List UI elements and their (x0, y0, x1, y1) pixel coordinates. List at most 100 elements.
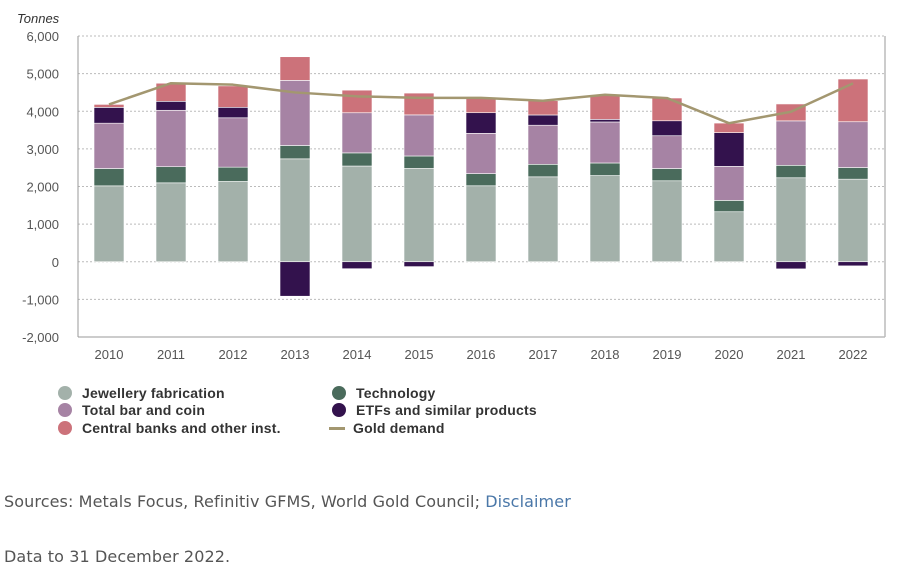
bar-segment-total-bar-and-coin (341, 112, 373, 154)
bar-segment-total-bar-and-coin (217, 117, 249, 168)
bar-stack-2021 (775, 103, 807, 270)
bar-segment-jewellery-fabrication (651, 180, 683, 263)
bar-segment-etfs-and-similar-products (155, 101, 187, 111)
bar-segment-central-banks-and-other-inst (341, 89, 373, 114)
y-tick-label: -2,000 (22, 330, 59, 345)
bar-segment-jewellery-fabrication (341, 165, 373, 263)
bar-segment-technology (713, 200, 745, 213)
legend-marker-central-banks-icon (58, 421, 72, 435)
bar-segment-technology (527, 164, 559, 178)
y-tick-label: 6,000 (26, 29, 59, 44)
bar-stack-2015 (403, 92, 435, 267)
bar-stack-2017 (527, 100, 559, 263)
gold-demand-chart: Tonnes 6,000 5,000 4,000 3,000 2,000 1,000 0 -1… (17, 11, 886, 362)
x-tick-label: 2020 (715, 347, 744, 362)
legend-item-gold-demand[interactable]: Gold demand (329, 419, 445, 437)
y-tick-label: 0 (52, 255, 59, 270)
legend-item-central-banks[interactable]: Central banks and other inst. (58, 419, 281, 437)
bar-segment-technology (155, 166, 187, 184)
disclaimer-link[interactable]: Disclaimer (485, 492, 571, 511)
bar-segment-jewellery-fabrication (155, 182, 187, 263)
legend-label-gold-demand: Gold demand (353, 420, 445, 436)
x-tick-label: 2013 (281, 347, 310, 362)
bar-segment-technology (589, 162, 621, 176)
bar-segment-total-bar-and-coin (589, 121, 621, 164)
bar-segment-total-bar-and-coin (93, 122, 125, 169)
y-axis-unit-label: Tonnes (17, 11, 60, 26)
x-axis-ticks: 2010 2011 2012 2013 2014 2015 2016 2017 2018 2019… (95, 347, 868, 362)
bar-segment-etfs-and-similar-products (589, 119, 621, 123)
legend-label-technology: Technology (356, 385, 436, 401)
bar-segment-jewellery-fabrication (279, 158, 311, 263)
legend-label-central-banks: Central banks and other inst. (82, 420, 281, 436)
bar-segment-total-bar-and-coin (155, 109, 187, 168)
bar-segment-technology (403, 155, 435, 169)
bar-segment-technology (93, 168, 125, 187)
bar-segment-technology (217, 166, 249, 182)
x-tick-label: 2015 (405, 347, 434, 362)
x-tick-label: 2019 (653, 347, 682, 362)
bar-stack-2020 (713, 122, 745, 263)
bar-segment-total-bar-and-coin (837, 121, 869, 168)
bar-segment-jewellery-fabrication (775, 177, 807, 263)
legend-item-bar-and-coin[interactable]: Total bar and coin (58, 401, 205, 419)
bar-segment-total-bar-and-coin (527, 124, 559, 165)
bar-segment-total-bar-and-coin (403, 114, 435, 157)
bar-segment-etfs-and-similar-products (465, 112, 497, 134)
x-tick-label: 2010 (95, 347, 124, 362)
bar-segment-etfs-and-similar-products (403, 261, 435, 267)
x-tick-label: 2021 (777, 347, 806, 362)
bar-segment-central-banks-and-other-inst (279, 56, 311, 81)
bar-segment-central-banks-and-other-inst (837, 78, 869, 123)
y-tick-label: 1,000 (26, 217, 59, 232)
legend-label-etfs: ETFs and similar products (356, 402, 537, 418)
bar-segment-etfs-and-similar-products (93, 107, 125, 124)
bar-segment-jewellery-fabrication (93, 185, 125, 263)
x-tick-label: 2011 (157, 347, 185, 362)
bar-segment-jewellery-fabrication (589, 175, 621, 263)
bar-segment-central-banks-and-other-inst (465, 97, 497, 114)
legend-marker-technology-icon (332, 386, 346, 400)
bar-stack-2016 (465, 97, 497, 263)
bar-segment-jewellery-fabrication (217, 181, 249, 263)
bar-segment-etfs-and-similar-products (341, 261, 373, 270)
bar-stack-2018 (589, 94, 621, 263)
bar-stack-2022 (837, 78, 869, 267)
legend-item-technology[interactable]: Technology (332, 384, 436, 402)
bar-stack-2012 (217, 85, 249, 263)
bar-segment-total-bar-and-coin (651, 135, 683, 169)
bar-segment-etfs-and-similar-products (527, 114, 559, 126)
legend-item-etfs[interactable]: ETFs and similar products (332, 401, 537, 419)
bar-stack-2019 (651, 97, 683, 263)
bar-segment-total-bar-and-coin (465, 132, 497, 174)
bar-segment-central-banks-and-other-inst (217, 85, 249, 108)
legend-item-jewellery[interactable]: Jewellery fabrication (58, 384, 225, 402)
bar-stack-2013 (279, 56, 311, 297)
bar-segment-technology (341, 152, 373, 167)
y-tick-label: 3,000 (26, 142, 59, 157)
bar-segment-technology (775, 165, 807, 179)
legend-marker-etfs-icon (332, 403, 346, 417)
bar-segment-etfs-and-similar-products (651, 120, 683, 137)
bar-segment-total-bar-and-coin (713, 165, 745, 201)
bar-segment-jewellery-fabrication (465, 185, 497, 263)
bar-segment-central-banks-and-other-inst (527, 100, 559, 116)
x-tick-label: 2022 (839, 347, 868, 362)
x-tick-label: 2016 (467, 347, 496, 362)
bar-segment-jewellery-fabrication (527, 176, 559, 263)
bar-segment-etfs-and-similar-products (713, 132, 745, 167)
x-tick-label: 2018 (591, 347, 620, 362)
sources-line: Sources: Metals Focus, Refinitiv GFMS, W… (4, 492, 571, 511)
legend-marker-jewellery-icon (58, 386, 72, 400)
bar-segment-jewellery-fabrication (713, 211, 745, 263)
y-axis-ticks: 6,000 5,000 4,000 3,000 2,000 1,000 0 -1,000 -2,… (22, 29, 59, 345)
legend-marker-bar-and-coin-icon (58, 403, 72, 417)
x-tick-label: 2012 (219, 347, 248, 362)
data-note: Data to 31 December 2022. (4, 547, 231, 566)
bar-stack-2010 (93, 104, 125, 263)
y-tick-label: 5,000 (26, 67, 59, 82)
gridlines (78, 35, 885, 300)
bar-segment-jewellery-fabrication (403, 168, 435, 263)
legend-label-jewellery: Jewellery fabrication (82, 385, 225, 401)
sources-text: Sources: Metals Focus, Refinitiv GFMS, W… (4, 492, 486, 511)
